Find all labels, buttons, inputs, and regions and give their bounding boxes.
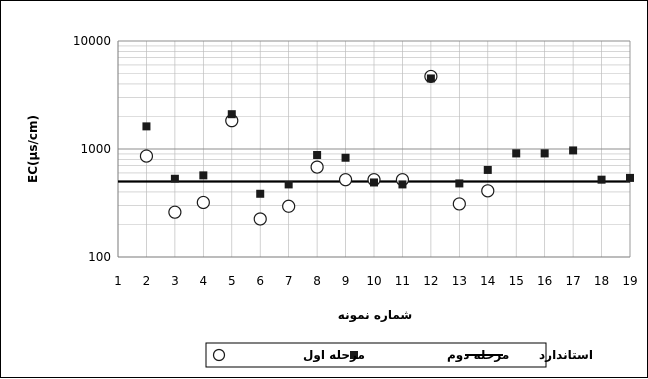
x-tick-label: 5 bbox=[228, 274, 236, 288]
stage2-point bbox=[569, 146, 578, 155]
stage2-point bbox=[313, 150, 322, 159]
stage2-point bbox=[626, 173, 634, 182]
x-tick-label: 2 bbox=[143, 274, 151, 288]
x-tick-label: 15 bbox=[509, 274, 524, 288]
x-tick-label: 4 bbox=[200, 274, 208, 288]
stage2-point bbox=[227, 110, 236, 119]
stage2-point bbox=[170, 174, 179, 183]
stage1-point bbox=[253, 212, 267, 226]
stage2-point bbox=[284, 180, 293, 189]
y-tick-label: 100 bbox=[88, 250, 111, 264]
x-tick-label: 19 bbox=[622, 274, 637, 288]
x-tick-label: 13 bbox=[452, 274, 467, 288]
stage2-point bbox=[256, 189, 265, 198]
stage2-point bbox=[199, 171, 208, 180]
stage1-point bbox=[139, 149, 154, 163]
stage1-point bbox=[481, 184, 495, 198]
stage2-point bbox=[597, 175, 606, 184]
legend-stage1-label: مرحله اول bbox=[303, 348, 365, 363]
x-tick-label: 12 bbox=[423, 274, 438, 288]
stage2-point bbox=[455, 179, 464, 188]
stage1-point bbox=[452, 197, 466, 211]
stage2-point bbox=[142, 122, 151, 131]
legend-stage1-marker bbox=[212, 348, 226, 362]
stage2-point bbox=[341, 153, 350, 162]
stage2-point bbox=[426, 74, 435, 83]
x-tick-label: 7 bbox=[285, 274, 293, 288]
y-tick-label: 10000 bbox=[73, 34, 111, 48]
tick-layer: 1 2 3 4 5 6 7 8 9 10 11 12 13 14 15 16 17 18 1910010001000… bbox=[73, 34, 638, 288]
y-tick-label: 1000 bbox=[80, 142, 111, 156]
x-tick-label: 17 bbox=[565, 274, 580, 288]
x-tick-label: 18 bbox=[594, 274, 609, 288]
x-tick-label: 16 bbox=[537, 274, 552, 288]
x-tick-label: 1 bbox=[114, 274, 122, 288]
stage1-point bbox=[282, 199, 296, 213]
legend: استاندارد مرحله دوم مرحله اول bbox=[205, 342, 593, 368]
stage1-point bbox=[338, 173, 353, 187]
x-axis-title: شماره نمونه bbox=[338, 308, 412, 323]
x-tick-label: 10 bbox=[366, 274, 381, 288]
legend-stage2-marker bbox=[350, 351, 358, 359]
x-tick-label: 11 bbox=[395, 274, 410, 288]
x-tick-label: 9 bbox=[342, 274, 350, 288]
stage1-point bbox=[196, 195, 210, 210]
x-tick-label: 3 bbox=[171, 274, 179, 288]
x-tick-label: 14 bbox=[480, 274, 495, 288]
x-tick-label: 8 bbox=[313, 274, 321, 288]
stage2-point bbox=[512, 149, 521, 158]
axis-layer bbox=[117, 40, 631, 258]
legend-stage2-label: مرحله دوم bbox=[447, 348, 509, 363]
stage1-point bbox=[168, 205, 182, 219]
stage1-point bbox=[310, 160, 324, 174]
stage2-point bbox=[483, 165, 492, 174]
stage2-point bbox=[540, 149, 549, 158]
legend-standard-label: استاندارد bbox=[539, 348, 593, 362]
stage2-point bbox=[398, 180, 407, 189]
stage2-point bbox=[370, 178, 378, 187]
grid-layer bbox=[117, 40, 631, 258]
y-axis-title: EC(µs/cm) bbox=[26, 115, 40, 183]
series-layer bbox=[118, 69, 634, 226]
x-tick-label: 6 bbox=[256, 274, 264, 288]
